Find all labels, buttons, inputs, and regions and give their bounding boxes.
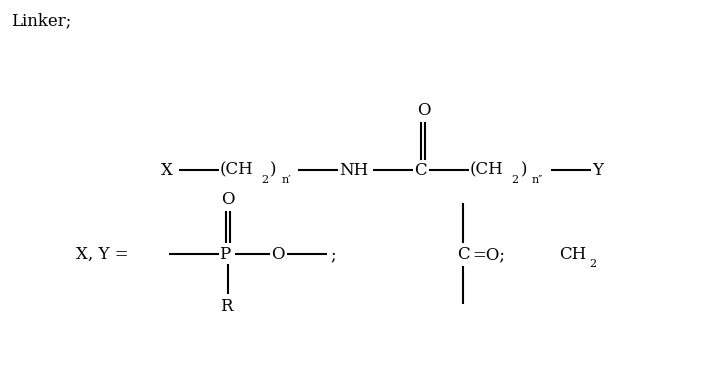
Text: O: O	[271, 246, 285, 263]
Text: ;: ;	[330, 246, 336, 263]
Text: O: O	[222, 191, 235, 208]
Text: R: R	[220, 297, 233, 315]
Text: X: X	[161, 162, 173, 178]
Text: C: C	[456, 246, 469, 263]
Text: Linker;: Linker;	[12, 13, 71, 30]
Text: 2: 2	[511, 175, 518, 185]
Text: (CH: (CH	[219, 162, 253, 178]
Text: 2: 2	[589, 260, 596, 269]
Text: P: P	[219, 246, 231, 263]
Text: ): )	[521, 162, 527, 178]
Text: C: C	[414, 162, 427, 178]
Text: (CH: (CH	[469, 162, 503, 178]
Text: n″: n″	[531, 175, 543, 185]
Text: Y: Y	[592, 162, 603, 178]
Text: =O;: =O;	[473, 246, 505, 263]
Text: NH: NH	[339, 162, 368, 178]
Text: O: O	[417, 102, 430, 119]
Text: 2: 2	[261, 175, 269, 185]
Text: CH: CH	[560, 246, 586, 263]
Text: ): )	[270, 162, 277, 178]
Text: n′: n′	[282, 175, 291, 185]
Text: X, Y =: X, Y =	[76, 246, 129, 263]
